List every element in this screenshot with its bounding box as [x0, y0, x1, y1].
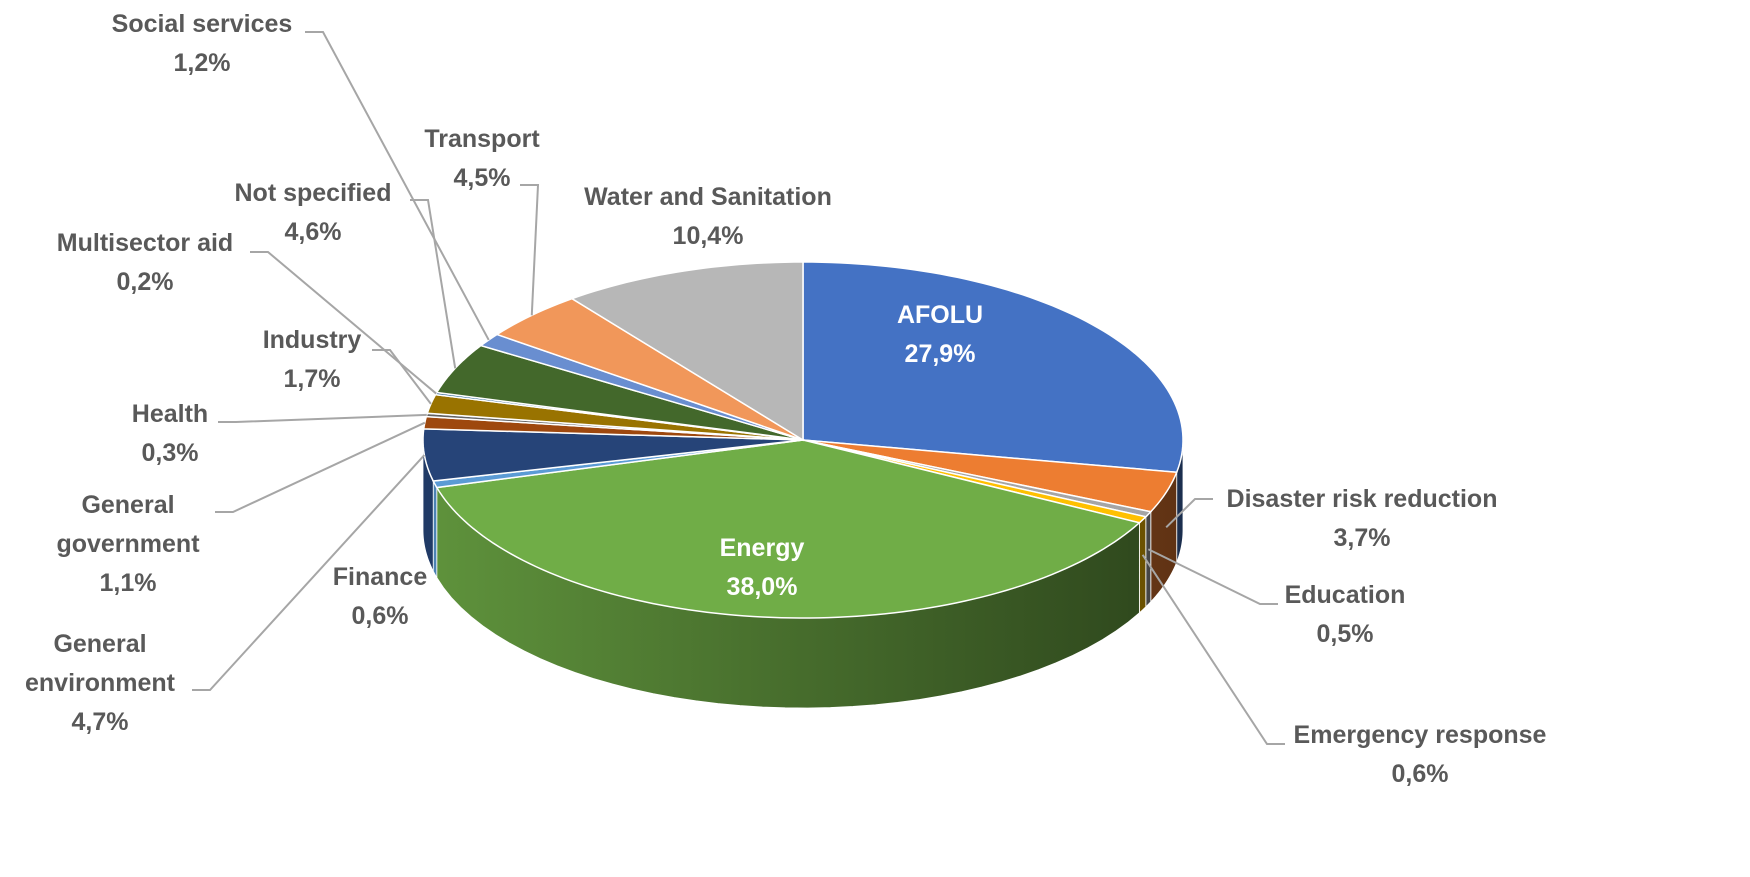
value-label: 4,7%	[71, 708, 129, 736]
data-label: Disaster risk reduction 3,7%	[1197, 480, 1527, 558]
data-label: General government 1,1%	[31, 486, 226, 603]
data-label: AFOLU 27,9%	[840, 296, 1040, 374]
value-label: 4,6%	[284, 218, 342, 246]
value-label: 4,5%	[453, 164, 511, 192]
data-label: Not specified 4,6%	[208, 174, 418, 252]
category-label: Transport	[424, 125, 540, 153]
category-label: Energy	[719, 534, 805, 562]
data-label: Finance 0,6%	[300, 558, 460, 636]
leader-line	[520, 184, 540, 316]
category-label: Disaster risk reduction	[1226, 485, 1498, 513]
data-label: Transport 4,5%	[397, 120, 567, 198]
slice	[422, 428, 804, 482]
value-label: 0,5%	[1316, 620, 1374, 648]
category-label: Not specified	[234, 179, 392, 207]
data-label: Water and Sanitation 10,4%	[548, 178, 868, 256]
category-label: Social services	[111, 10, 293, 38]
leader-line	[410, 199, 457, 369]
slice	[570, 261, 804, 442]
value-label: 0,2%	[116, 268, 174, 296]
category-label: Multisector aid	[56, 229, 234, 257]
category-label: Education	[1284, 581, 1406, 609]
value-label: 27,9%	[904, 340, 976, 368]
category-label: AFOLU	[896, 301, 984, 329]
leader-line	[192, 454, 426, 691]
value-label: 38,0%	[726, 573, 798, 601]
value-label: 0,6%	[351, 602, 409, 630]
category-label: Health	[131, 400, 209, 428]
data-label: Industry 1,7%	[232, 321, 392, 399]
slice	[495, 297, 804, 441]
slice	[802, 439, 1178, 513]
value-label: 1,2%	[173, 49, 231, 77]
data-label: Emergency response 0,6%	[1270, 716, 1570, 794]
leader-line	[215, 421, 426, 513]
category-label: Finance	[332, 563, 428, 591]
category-label: Water and Sanitation	[584, 183, 832, 211]
category-label: Emergency response	[1293, 721, 1547, 749]
leader-line	[305, 31, 490, 341]
data-label: Health 0,3%	[95, 395, 245, 473]
value-label: 0,6%	[1391, 760, 1449, 788]
data-label: Energy 38,0%	[662, 529, 862, 607]
slice-side	[1138, 515, 1147, 614]
slice	[435, 439, 1141, 619]
value-label: 10,4%	[672, 222, 744, 250]
leader-line	[372, 349, 432, 405]
value-label: 1,7%	[283, 365, 341, 393]
leader-line	[1141, 554, 1285, 745]
value-label: 3,7%	[1333, 524, 1391, 552]
data-label: Multisector aid 0,2%	[25, 224, 265, 302]
slice	[435, 344, 804, 441]
slice	[802, 261, 1184, 474]
data-label: General environment 4,7%	[5, 625, 195, 742]
leader-line	[1147, 548, 1278, 605]
data-label: Social services 1,2%	[92, 5, 312, 83]
value-label: 1,1%	[99, 569, 157, 597]
leader-line	[250, 251, 437, 395]
leader-line	[1165, 498, 1213, 529]
value-label: 0,3%	[141, 439, 199, 467]
category-label: General environment	[24, 630, 176, 697]
data-label: Education 0,5%	[1245, 576, 1445, 654]
category-label: General government	[56, 491, 200, 558]
category-label: Industry	[262, 326, 362, 354]
leader-line	[218, 413, 427, 423]
